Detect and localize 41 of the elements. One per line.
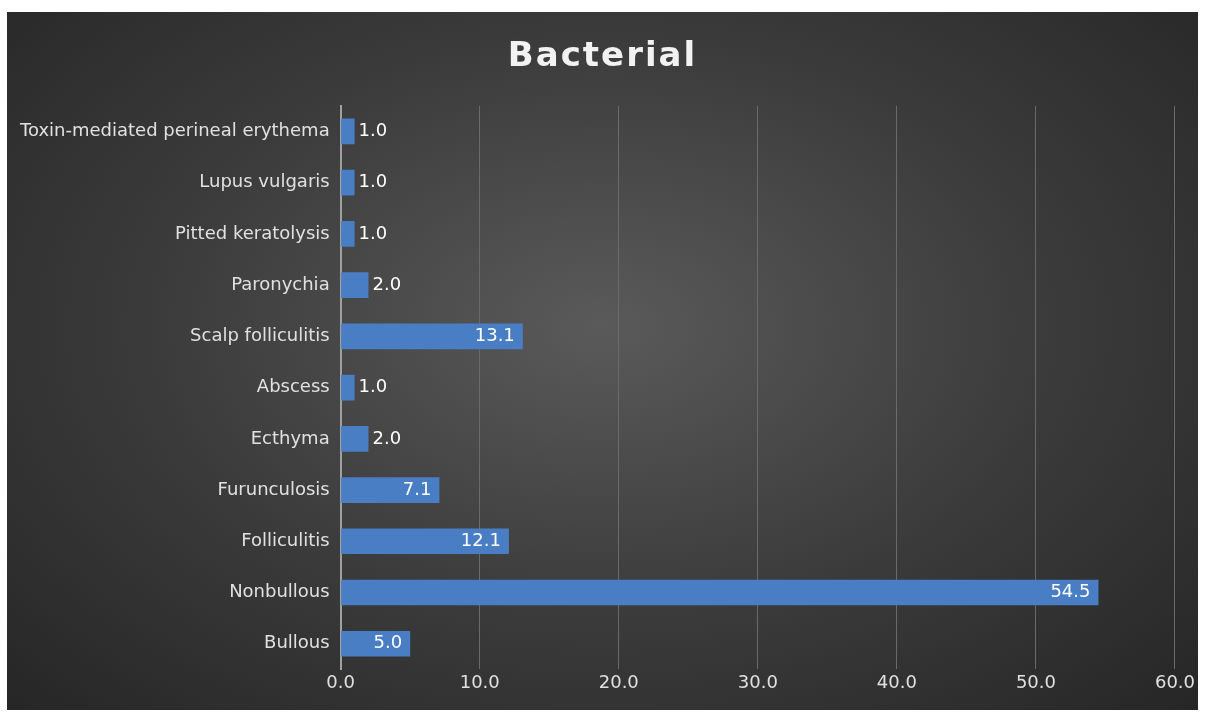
bar bbox=[341, 528, 509, 555]
bar bbox=[341, 118, 355, 145]
y-tick-label: Ecthyma bbox=[250, 426, 330, 448]
data-label: 12.1 bbox=[460, 528, 501, 550]
y-tick-label: Paronychia bbox=[231, 272, 330, 294]
data-label: 1.0 bbox=[358, 119, 388, 141]
data-label: 1.0 bbox=[358, 221, 388, 243]
y-tick-label: Lupus vulgaris bbox=[199, 170, 330, 192]
bar bbox=[341, 374, 355, 401]
x-tick-label: 40.0 bbox=[876, 670, 917, 692]
y-tick-label: Furunculosis bbox=[217, 477, 330, 499]
data-label: 2.0 bbox=[372, 426, 402, 448]
y-tick-label: Pitted keratolysis bbox=[175, 221, 330, 243]
data-label: 13.1 bbox=[474, 324, 515, 346]
bar bbox=[341, 221, 355, 247]
x-tick-label: 30.0 bbox=[737, 670, 778, 692]
x-tick-label: 60.0 bbox=[1154, 670, 1195, 692]
y-tick-label: Scalp folliculitis bbox=[190, 324, 330, 346]
data-label: 54.5 bbox=[1050, 580, 1091, 602]
x-tick-label: 50.0 bbox=[1015, 670, 1056, 692]
bar bbox=[341, 426, 369, 452]
data-label: 1.0 bbox=[358, 170, 388, 192]
data-label: 5.0 bbox=[373, 631, 403, 653]
bar bbox=[341, 272, 369, 298]
chart-title: Bacterial bbox=[506, 34, 699, 74]
y-tick-label: Bullous bbox=[264, 631, 330, 653]
x-tick-label: 10.0 bbox=[459, 670, 500, 692]
data-label: 2.0 bbox=[372, 272, 402, 294]
x-tick-label: 0.0 bbox=[326, 670, 355, 692]
x-tick-label: 20.0 bbox=[598, 670, 639, 692]
bar bbox=[341, 630, 411, 657]
y-tick-label: Nonbullous bbox=[229, 580, 330, 602]
bar bbox=[341, 477, 440, 503]
y-tick-label: Folliculitis bbox=[241, 528, 330, 550]
y-tick-label: Abscess bbox=[256, 375, 330, 397]
y-tick-label: Toxin-mediated perineal erythema bbox=[18, 119, 330, 141]
bar bbox=[341, 579, 1099, 606]
bar bbox=[341, 323, 523, 350]
data-label: 7.1 bbox=[402, 477, 432, 499]
bar bbox=[341, 169, 355, 196]
data-label: 1.0 bbox=[358, 375, 388, 397]
